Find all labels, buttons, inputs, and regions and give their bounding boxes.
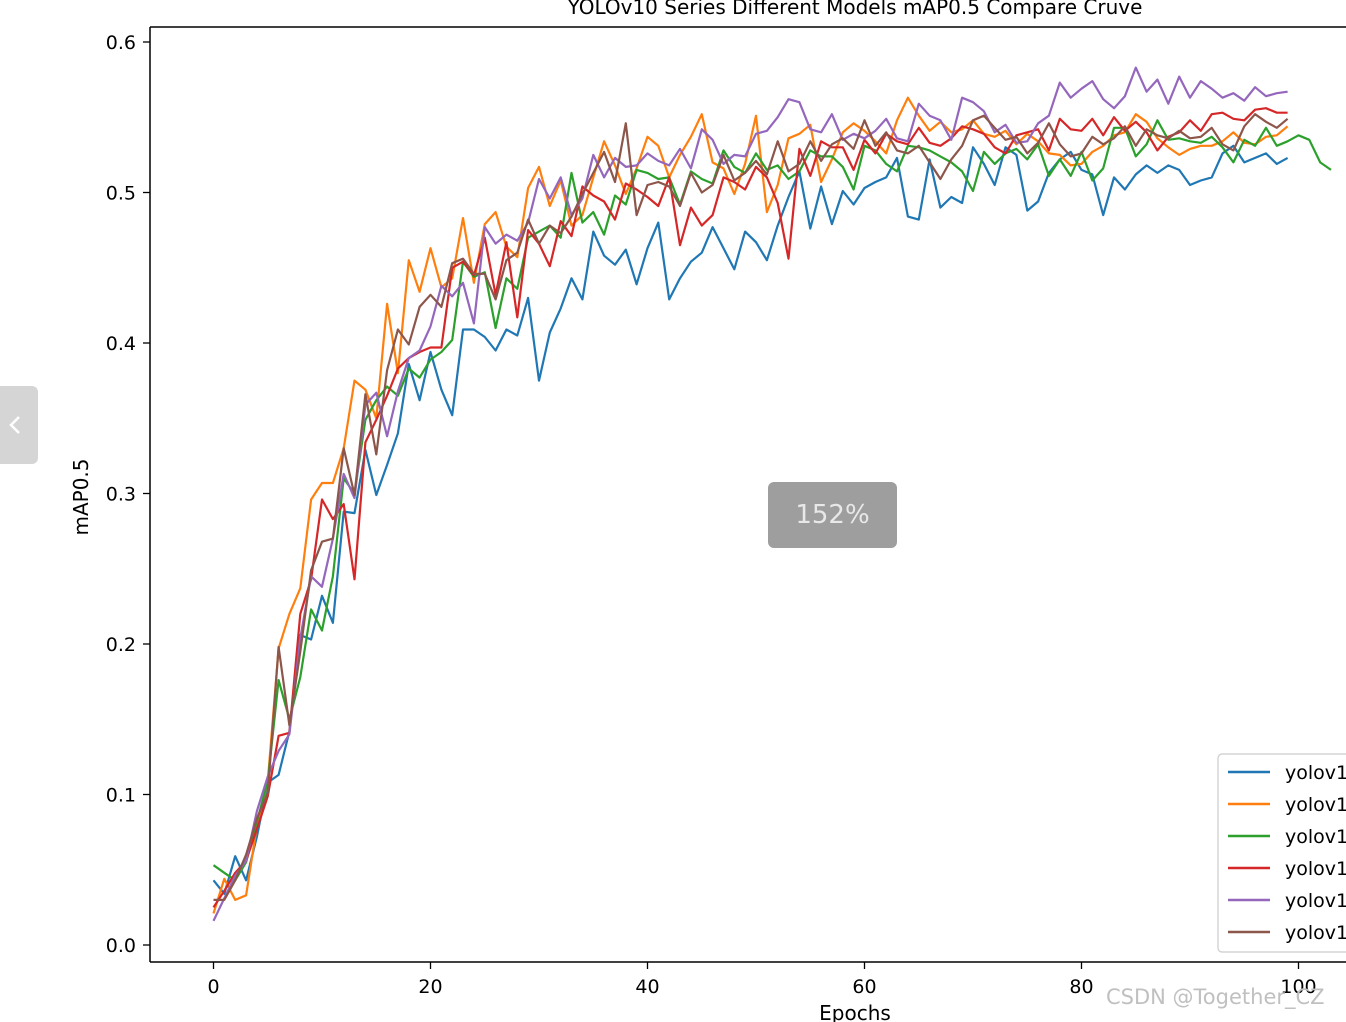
- y-tick-label: 0.5: [106, 183, 136, 205]
- x-tick-label: 100: [1280, 976, 1316, 998]
- x-tick-label: 0: [207, 976, 219, 998]
- x-tick-label: 20: [418, 976, 442, 998]
- legend-entry-label: yolov1: [1285, 794, 1346, 816]
- series-line-6: [213, 113, 1289, 902]
- axes-ticks: 0 20 40 60 80 100 0.0 0.1 0.2 0.3 0.4 0.5 0.6: [106, 26, 1346, 998]
- y-tick-label: 0.3: [106, 484, 136, 506]
- watermark: CSDN @Together_CZ: [1106, 985, 1325, 1009]
- series-line-4: [212, 107, 1288, 908]
- legend-entry-label: yolov1: [1285, 826, 1346, 848]
- x-axis-label: Epochs: [819, 1001, 891, 1022]
- series-line-1: [212, 144, 1289, 895]
- x-tick-label: 40: [635, 976, 659, 998]
- plot-area: [212, 66, 1332, 922]
- y-tick-label: 0.2: [106, 634, 136, 656]
- legend-entry-label: yolov1: [1285, 762, 1346, 784]
- x-tick-label: 60: [852, 976, 876, 998]
- zoom-level-badge: 152%: [768, 482, 897, 548]
- legend-entry-label: yolov1: [1285, 890, 1346, 912]
- series-line-2: [212, 96, 1289, 914]
- y-tick-label: 0.0: [106, 935, 136, 957]
- chevron-left-icon: [9, 416, 20, 434]
- series-line-5: [212, 66, 1288, 922]
- chart-title: YOLOv10 Series Different Models mAP0.5 C…: [567, 0, 1143, 19]
- legend: yolov1 yolov1 yolov1 yolov1 yolov1 yolov1: [1217, 753, 1346, 953]
- previous-image-button[interactable]: [0, 386, 38, 464]
- y-tick-label: 0.6: [106, 32, 136, 54]
- y-axis-label: mAP0.5: [69, 458, 93, 535]
- y-tick-label: 0.1: [106, 785, 136, 807]
- x-tick-label: 80: [1069, 976, 1093, 998]
- y-tick-label: 0.4: [106, 333, 136, 355]
- series-line-3: [212, 119, 1332, 882]
- legend-entry-label: yolov1: [1285, 922, 1346, 944]
- legend-entry-label: yolov1: [1285, 858, 1346, 880]
